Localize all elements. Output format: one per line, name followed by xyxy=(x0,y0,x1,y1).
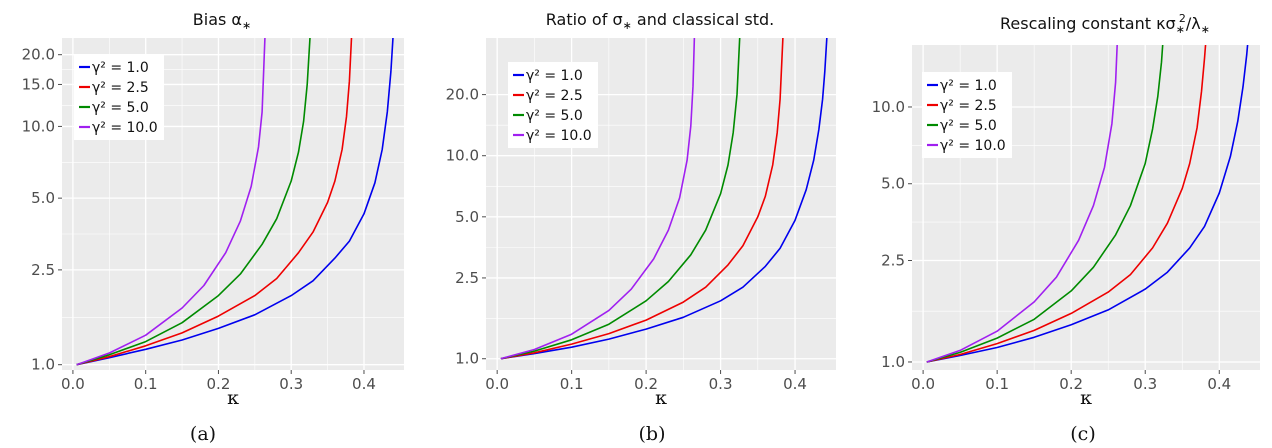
panel-title: Rescaling constant κσ∗2​/λ∗​ xyxy=(1000,12,1210,36)
x-tick-label: 0.0 xyxy=(61,375,85,393)
legend-label: γ² = 1.0 xyxy=(92,60,149,76)
y-tick-label: 2.5 xyxy=(455,269,479,287)
legend-label: γ² = 2.5 xyxy=(526,88,583,104)
panel-caption: (c) xyxy=(1070,423,1095,445)
legend-label: γ² = 2.5 xyxy=(92,80,149,96)
y-tick-label: 5.0 xyxy=(881,175,905,193)
x-tick-label: 0.2 xyxy=(634,375,658,393)
x-tick-label: 0.4 xyxy=(1207,375,1231,393)
legend-label: γ² = 10.0 xyxy=(940,138,1006,154)
series-line xyxy=(926,45,1118,363)
legend-box xyxy=(508,62,598,148)
series-line xyxy=(500,38,828,360)
panel-title: Ratio of σ∗​ and classical std. xyxy=(546,10,774,32)
x-tick-label: 0.4 xyxy=(352,375,376,393)
legend: γ² = 1.0 γ² = 2.5 γ² = 5.0 γ² = 10.0 xyxy=(74,54,164,140)
legend-label: γ² = 5.0 xyxy=(526,108,583,124)
x-tick-label: 0.1 xyxy=(134,375,158,393)
x-tick-label: 0.3 xyxy=(1133,375,1157,393)
legend-label: γ² = 1.0 xyxy=(526,68,583,84)
series-lines xyxy=(926,45,1249,363)
y-tick-label: 10.0 xyxy=(22,117,55,135)
series-line xyxy=(926,45,1249,363)
legend-label: γ² = 10.0 xyxy=(526,128,592,144)
x-axis-label: κ xyxy=(655,387,667,409)
y-tick-label: 20.0 xyxy=(446,86,479,104)
legend-label: γ² = 5.0 xyxy=(940,118,997,134)
y-tick-label: 5.0 xyxy=(31,189,55,207)
legend-label: γ² = 10.0 xyxy=(92,120,158,136)
series-lines xyxy=(76,38,394,366)
x-axis-label: κ xyxy=(227,387,239,409)
x-tick-label: 0.0 xyxy=(485,375,509,393)
legend: γ² = 1.0 γ² = 2.5 γ² = 5.0 γ² = 10.0 xyxy=(508,62,598,148)
panel-a: 0.0 0.1 0.2 0.3 0.4 1.0 2.5 5.0 10.0 15.0 20.0 κ Bia… xyxy=(22,10,404,445)
y-tick-label: 1.0 xyxy=(881,353,905,371)
series-lines xyxy=(500,38,828,360)
series-line xyxy=(500,38,696,360)
x-tick-label: 0.2 xyxy=(1059,375,1083,393)
panel-title: Bias α∗​ xyxy=(193,10,251,32)
series-line xyxy=(926,45,1164,363)
x-tick-label: 0.3 xyxy=(279,375,303,393)
y-tick-label: 2.5 xyxy=(31,261,55,279)
legend-label: γ² = 5.0 xyxy=(92,100,149,116)
series-line xyxy=(76,38,394,366)
y-tick-label: 5.0 xyxy=(455,208,479,226)
y-tick-label: 10.0 xyxy=(872,98,905,116)
series-line xyxy=(76,38,353,366)
y-tick-label: 20.0 xyxy=(22,46,55,64)
x-tick-label: 0.1 xyxy=(560,375,584,393)
panel-b: 0.0 0.1 0.2 0.3 0.4 1.0 2.5 5.0 10.0 20.0 κ Ratio o… xyxy=(446,10,836,445)
legend-box xyxy=(922,72,1012,158)
series-line xyxy=(926,45,1207,363)
series-line xyxy=(76,38,266,366)
legend-label: γ² = 1.0 xyxy=(940,78,997,94)
y-tick-label: 2.5 xyxy=(881,251,905,269)
series-line xyxy=(500,38,741,360)
y-tick-label: 1.0 xyxy=(455,350,479,368)
y-tick-label: 15.0 xyxy=(22,75,55,93)
x-tick-label: 0.2 xyxy=(207,375,231,393)
y-tick-label: 10.0 xyxy=(446,147,479,165)
legend: γ² = 1.0 γ² = 2.5 γ² = 5.0 γ² = 10.0 xyxy=(922,72,1012,158)
x-axis-label: κ xyxy=(1080,387,1092,409)
series-line xyxy=(500,38,784,360)
panel-caption: (b) xyxy=(639,423,666,445)
legend-box xyxy=(74,54,164,140)
y-tick-label: 1.0 xyxy=(31,356,55,374)
x-tick-label: 0.0 xyxy=(911,375,935,393)
x-tick-label: 0.1 xyxy=(985,375,1009,393)
x-tick-label: 0.3 xyxy=(709,375,733,393)
x-tick-label: 0.4 xyxy=(783,375,807,393)
legend-label: γ² = 2.5 xyxy=(940,98,997,114)
panel-caption: (a) xyxy=(190,423,216,445)
series-line xyxy=(76,38,311,366)
panel-c: 0.0 0.1 0.2 0.3 0.4 1.0 2.5 5.0 10.0 κ Rescaling c… xyxy=(872,12,1260,445)
